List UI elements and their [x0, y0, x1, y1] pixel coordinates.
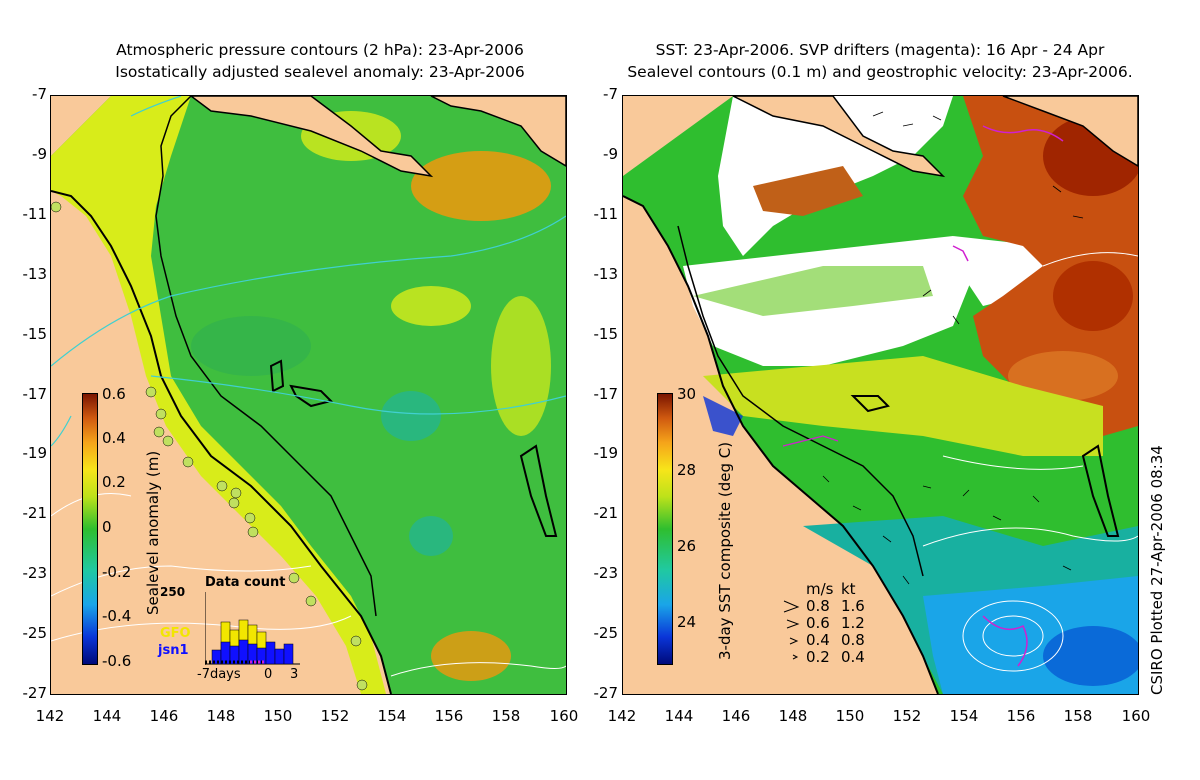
x-tick-left: 148	[206, 707, 236, 725]
x-tick-right: 154	[949, 707, 979, 725]
velocity-legend-ms: 0.2	[806, 648, 830, 666]
data-count-xlabel: -7days	[197, 667, 241, 682]
x-tick-left: 142	[35, 707, 65, 725]
velocity-legend-kt: 0.8	[841, 631, 865, 649]
velocity-legend-arrows	[783, 600, 800, 660]
colorbar-tick: 0.6	[102, 385, 126, 403]
colorbar-tick: 26	[677, 537, 697, 555]
y-tick-right: -25	[593, 624, 619, 642]
y-tick-left: -21	[22, 504, 48, 522]
velocity-legend-kt: 0.4	[841, 648, 865, 666]
y-tick-left: -23	[22, 564, 48, 582]
y-tick-left: -15	[22, 325, 48, 343]
y-tick-left: -7	[32, 85, 47, 103]
right-title-line2: Sealevel contours (0.1 m) and geostrophi…	[627, 63, 1133, 81]
left-title-line1: Atmospheric pressure contours (2 hPa): 2…	[116, 41, 524, 59]
data-count-xlabel: 0	[264, 667, 273, 682]
y-tick-right: -19	[593, 444, 619, 462]
colorbar-tick: 0.2	[102, 473, 126, 491]
right-title-line1: SST: 23-Apr-2006. SVP drifters (magenta)…	[655, 41, 1105, 59]
velocity-legend-kt: 1.6	[841, 597, 865, 615]
x-tick-right: 148	[778, 707, 808, 725]
jsn1-legend-label: jsn1	[158, 643, 189, 658]
x-tick-right: 146	[721, 707, 751, 725]
velocity-legend-kt: 1.2	[841, 614, 865, 632]
y-tick-left: -9	[32, 145, 47, 163]
y-tick-right: -23	[593, 564, 619, 582]
velocity-legend-header-kt: kt	[841, 580, 856, 598]
colorbar-tick: -0.4	[102, 607, 132, 625]
velocity-legend-ms: 0.4	[806, 631, 830, 649]
velocity-legend-header-ms: m/s	[806, 580, 834, 598]
x-tick-right: 156	[1006, 707, 1036, 725]
data-count-xlabel: 3	[290, 667, 299, 682]
gfo-legend-label: GFO	[160, 626, 191, 641]
x-tick-right: 152	[892, 707, 922, 725]
sst-colorbar	[657, 393, 673, 665]
x-tick-left: 154	[377, 707, 407, 725]
x-tick-right: 160	[1121, 707, 1151, 725]
y-tick-right: -15	[593, 325, 619, 343]
y-tick-left: -13	[22, 265, 48, 283]
x-tick-left: 150	[263, 707, 293, 725]
colorbar-tick: -0.6	[102, 652, 132, 670]
x-tick-left: 152	[320, 707, 350, 725]
colorbar-tick: -0.2	[102, 563, 132, 581]
sst-map[interactable]	[622, 95, 1139, 695]
colorbar-tick: 24	[677, 613, 697, 631]
x-tick-right: 142	[607, 707, 637, 725]
y-tick-right: -27	[593, 684, 619, 702]
x-tick-right: 144	[664, 707, 694, 725]
left-title-line2: Isostatically adjusted sealevel anomaly:…	[115, 63, 525, 81]
x-tick-left: 158	[491, 707, 521, 725]
y-tick-right: -17	[593, 385, 619, 403]
y-tick-left: -27	[22, 684, 48, 702]
y-tick-right: -11	[593, 205, 619, 223]
data-count-histogram	[205, 592, 300, 665]
x-tick-right: 150	[835, 707, 865, 725]
sst-colorbar-label: 3-day SST composite (deg C)	[716, 441, 734, 660]
x-tick-left: 160	[549, 707, 579, 725]
colorbar-tick: 28	[677, 461, 697, 479]
sealevel-anomaly-map[interactable]	[50, 95, 567, 695]
velocity-legend-ms: 0.6	[806, 614, 830, 632]
data-count-ymax: 250	[160, 585, 186, 599]
data-count-title: Data count	[205, 575, 286, 590]
x-tick-left: 144	[92, 707, 122, 725]
x-tick-right: 158	[1063, 707, 1093, 725]
y-tick-left: -11	[22, 205, 48, 223]
y-tick-left: -19	[22, 444, 48, 462]
y-tick-right: -9	[603, 145, 618, 163]
colorbar-tick: 0.4	[102, 429, 126, 447]
plot-credit: CSIRO Plotted 27-Apr-2006 08:34	[1148, 445, 1166, 695]
x-tick-left: 156	[434, 707, 464, 725]
sealevel-colorbar	[82, 393, 98, 665]
colorbar-tick: 30	[677, 385, 697, 403]
y-tick-right: -21	[593, 504, 619, 522]
y-tick-left: -17	[22, 385, 48, 403]
y-tick-right: -13	[593, 265, 619, 283]
y-tick-left: -25	[22, 624, 48, 642]
x-tick-left: 146	[149, 707, 179, 725]
y-tick-right: -7	[603, 85, 618, 103]
colorbar-tick: 0	[102, 518, 112, 536]
velocity-legend-ms: 0.8	[806, 597, 830, 615]
